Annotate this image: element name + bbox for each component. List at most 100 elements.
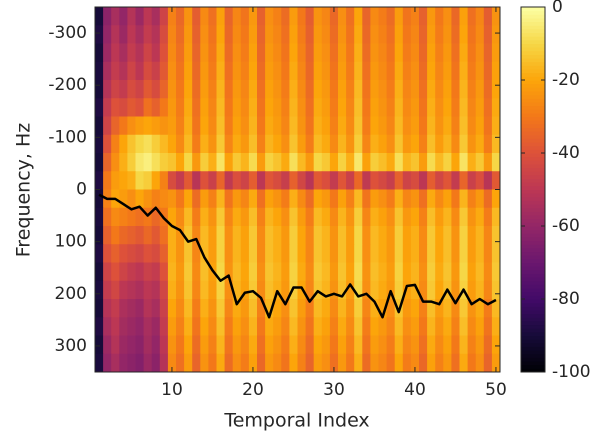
colorbar-swatch [521, 156, 545, 161]
heat-cell [402, 244, 412, 263]
heat-cell [232, 80, 242, 99]
heat-cell [297, 116, 306, 136]
heat-cell [281, 153, 290, 172]
colorbar-swatch [521, 368, 545, 373]
heat-cell [410, 299, 420, 318]
heat-cell [427, 134, 436, 154]
heat-cell [151, 299, 161, 318]
colorbar-frame [520, 6, 546, 373]
heat-cell [176, 98, 185, 117]
heat-cell [289, 299, 298, 318]
heat-cell [451, 153, 460, 172]
heat-cell [427, 7, 436, 26]
heat-cell [248, 189, 258, 209]
heat-cell [419, 244, 428, 263]
heat-cell [467, 25, 477, 44]
heat-cell [167, 299, 177, 318]
heat-cell [95, 335, 104, 355]
heat-cell [491, 43, 501, 63]
heat-cell [127, 353, 136, 373]
heat-cell [200, 226, 209, 245]
heat-cell [248, 98, 258, 117]
heat-cell [459, 7, 468, 26]
heat-cell [338, 61, 347, 81]
heat-cell [313, 171, 323, 190]
heat-cell [159, 299, 169, 318]
heat-cell [451, 134, 460, 154]
heat-cell [184, 43, 193, 63]
heat-cell [402, 153, 412, 172]
heat-cell [289, 116, 298, 136]
heat-cell [459, 116, 468, 136]
colorbar-swatch [521, 21, 545, 26]
heat-cell [491, 226, 501, 245]
heat-cell [338, 207, 347, 227]
y-axis-label: Frequency, Hz [13, 123, 35, 258]
heat-cell [281, 43, 290, 63]
x-tick-label: 30 [323, 380, 345, 400]
heat-cell [443, 25, 452, 44]
heat-cell [289, 171, 298, 190]
heat-cell [346, 353, 355, 373]
heat-cell [370, 80, 379, 99]
heat-cell [176, 299, 185, 318]
heat-cell [281, 25, 290, 44]
heat-cell [370, 335, 379, 355]
colorbar-swatch [521, 25, 545, 30]
colorbar-swatch [521, 262, 545, 267]
heat-cell [435, 226, 444, 245]
heat-cell [184, 207, 193, 227]
heat-cell [216, 244, 225, 263]
heat-cell [402, 226, 412, 245]
heat-cell [232, 98, 242, 117]
heat-cell [313, 262, 323, 282]
colorbar-swatch [521, 244, 545, 249]
heat-cell [297, 61, 306, 81]
heat-cell [427, 43, 436, 63]
heat-cell [273, 61, 282, 81]
heat-cell [240, 299, 250, 318]
heat-cell [257, 244, 266, 263]
heat-cell [475, 299, 485, 318]
heat-cell [208, 43, 217, 63]
heat-cell [192, 262, 201, 282]
heat-cell [167, 317, 177, 336]
colorbar-swatch [521, 43, 545, 48]
heat-cell [305, 43, 315, 63]
heat-cell [184, 61, 193, 81]
heat-cell [103, 43, 112, 63]
heat-cell [475, 171, 485, 190]
heat-cell [224, 61, 234, 81]
heat-cell [305, 335, 315, 355]
heat-cell [216, 25, 225, 44]
heat-cell [265, 280, 274, 300]
heat-cell [103, 153, 112, 172]
heat-cell [297, 262, 306, 282]
heat-cell [248, 244, 258, 263]
heat-cell [313, 134, 323, 154]
heat-cell [297, 207, 306, 227]
heat-cell [321, 61, 331, 81]
heat-cell [329, 7, 339, 26]
heat-cell [273, 299, 282, 318]
heat-cell [419, 189, 428, 209]
heat-cell [475, 98, 485, 117]
colorbar-swatch [521, 163, 545, 169]
heat-cell [208, 335, 217, 355]
heat-cell [354, 98, 363, 117]
heat-cell [159, 116, 169, 136]
colorbar-swatch [521, 335, 545, 340]
heat-cell [143, 153, 153, 172]
heat-cell [346, 61, 355, 81]
heat-cell [248, 153, 258, 172]
heat-cell [281, 61, 290, 81]
heat-cell [370, 317, 379, 336]
heat-cell [95, 7, 104, 26]
heat-cell [240, 207, 250, 227]
heat-cell [281, 353, 290, 373]
heat-cell [402, 134, 412, 154]
colorbar-swatch [521, 353, 545, 358]
heat-cell [289, 335, 298, 355]
heat-cell [370, 280, 379, 300]
heat-cell [483, 25, 493, 44]
